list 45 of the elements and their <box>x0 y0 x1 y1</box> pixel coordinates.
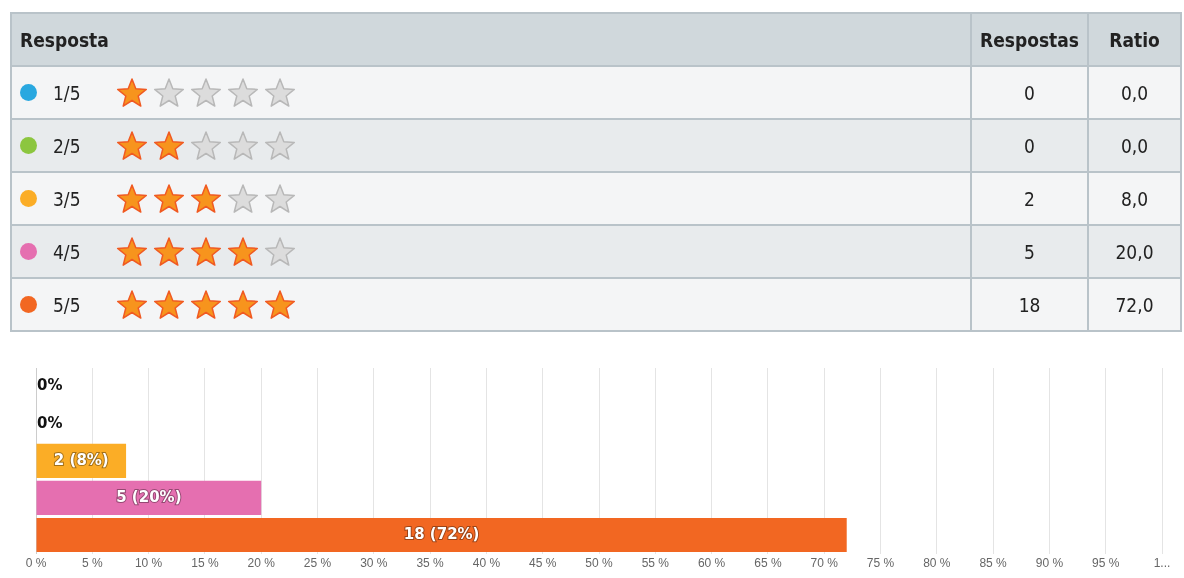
x-tick-label: 45 % <box>529 556 557 571</box>
x-tick-label: 75 % <box>866 556 895 571</box>
text: 5 <box>971 225 1088 278</box>
text: 0,0 <box>1088 119 1181 172</box>
text: 0,0 <box>1088 66 1181 119</box>
x-tick-label: 15 % <box>191 556 219 571</box>
text: 72,0 <box>1088 278 1181 331</box>
x-tick-label: 40 % <box>472 556 501 571</box>
x-tick-label: 65 % <box>754 556 782 571</box>
x-tick-label: 80 % <box>923 556 951 571</box>
x-tick-label: 5 % <box>81 556 103 571</box>
x-tick-label: 95 % <box>1092 556 1120 571</box>
x-tick-label: 1... <box>1153 556 1171 571</box>
text: 2/5 <box>53 134 82 157</box>
x-tick-label: 60 % <box>697 556 726 571</box>
text: Resposta <box>11 13 971 66</box>
data-label: 0% <box>37 376 63 395</box>
text: 8,0 <box>1088 172 1181 225</box>
x-tick-label: 90 % <box>1035 556 1064 571</box>
text: 18 <box>971 278 1088 331</box>
text: 20,0 <box>1088 225 1181 278</box>
text: 1/5 <box>53 81 82 104</box>
x-tick-label: 25 % <box>303 556 332 571</box>
data-label: 2 (8%) <box>53 450 109 469</box>
x-tick-label: 35 % <box>416 556 445 571</box>
text: 0 <box>971 66 1088 119</box>
text: 2 <box>971 172 1088 225</box>
x-tick-label: 55 % <box>641 556 670 571</box>
data-label: 5 (20%) <box>116 487 182 506</box>
text: 4/5 <box>53 240 82 263</box>
text: Ratio <box>1088 13 1181 66</box>
x-tick-label: 50 % <box>585 556 613 571</box>
x-tick-label: 0 % <box>25 556 47 571</box>
bar <box>36 517 847 553</box>
data-label: 0% <box>37 413 63 432</box>
x-tick-label: 70 % <box>810 556 839 571</box>
text: 5/5 <box>53 293 82 316</box>
text: 0 <box>971 119 1088 172</box>
text: 3/5 <box>53 187 82 210</box>
x-tick-label: 85 % <box>979 556 1008 571</box>
x-tick-label: 30 % <box>360 556 388 571</box>
data-label: 18 (72%) <box>403 524 480 543</box>
x-tick-label: 10 % <box>134 556 163 571</box>
x-tick-label: 20 % <box>247 556 276 571</box>
text: Respostas <box>971 13 1088 66</box>
